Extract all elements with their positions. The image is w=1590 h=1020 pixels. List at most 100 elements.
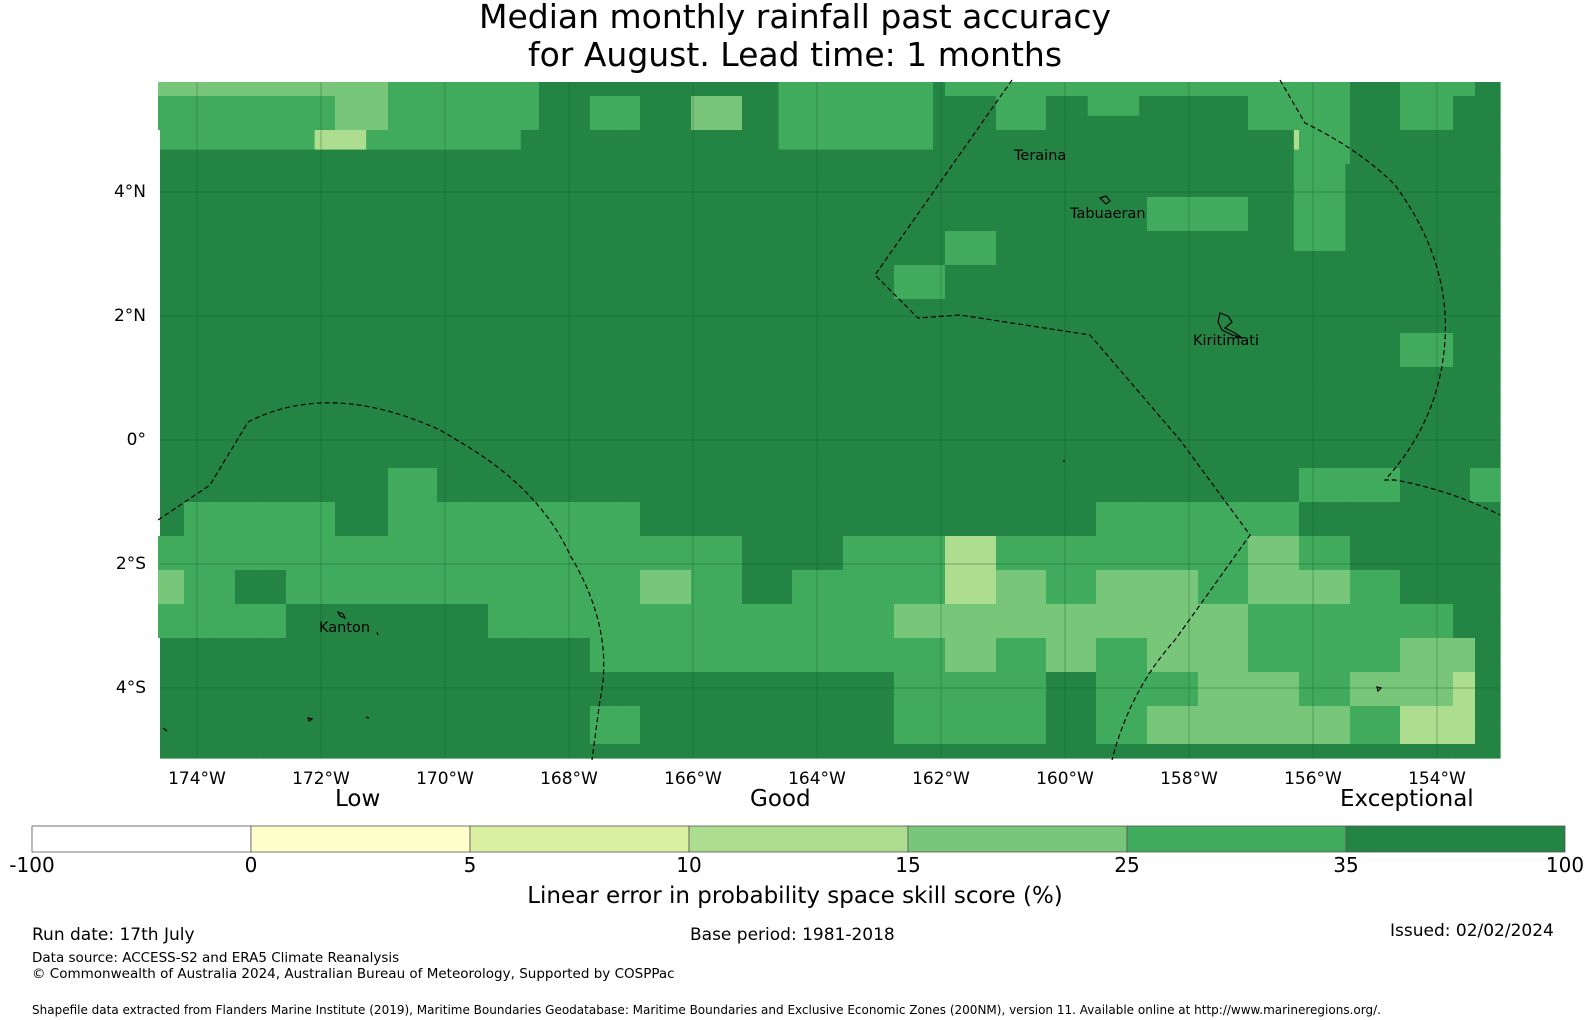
grid-cell	[1242, 284, 1295, 320]
grid-cell	[1400, 82, 1475, 96]
grid-cell	[1345, 183, 1398, 218]
grid-cell	[1248, 96, 1350, 130]
grid-cell	[726, 284, 780, 320]
grid-cell	[572, 251, 625, 286]
grid-cell	[1046, 638, 1096, 672]
grid-cell	[778, 420, 831, 455]
grid-cell	[894, 706, 1046, 744]
grid-cell	[726, 251, 780, 286]
grid-cell	[726, 149, 780, 184]
grid-cell	[1046, 604, 1147, 638]
grid-cell	[778, 217, 831, 252]
grid-cell	[263, 217, 316, 252]
grid-cell	[572, 149, 625, 184]
grid-cell	[675, 487, 728, 522]
grid-cell	[314, 251, 367, 286]
grid-cell	[830, 149, 883, 184]
colorbar-segments	[31, 825, 1566, 853]
grid-cell	[211, 251, 264, 286]
grid-cell	[1293, 352, 1346, 387]
grid-cell	[314, 284, 367, 320]
grid-cell	[366, 656, 419, 691]
grid-cell	[160, 386, 213, 421]
island-small-4	[162, 727, 168, 732]
grid-cell	[945, 82, 1046, 96]
grid-cell	[1345, 318, 1398, 353]
grid-cell	[675, 690, 728, 725]
skill-score-map: Teraina Tabuaeran Kiritimati Kanton	[157, 79, 1501, 760]
base-period: Base period: 1981-2018	[690, 925, 895, 945]
grid-cell	[623, 420, 676, 455]
grid-cell	[1087, 217, 1140, 252]
grid-cell	[726, 487, 780, 522]
legend-category-exceptional: Exceptional	[1340, 786, 1474, 812]
grid-cell	[572, 453, 625, 489]
grid-cell	[984, 318, 1037, 353]
colorbar-segment	[1126, 825, 1347, 853]
grid-cell	[1190, 251, 1243, 286]
grid-cell	[211, 724, 264, 759]
eez-boundaries	[157, 79, 1501, 760]
grid-cell	[1198, 672, 1299, 706]
grid-cell	[160, 690, 213, 725]
grid-cell	[1036, 183, 1089, 218]
grid-cell	[469, 420, 522, 455]
grid-cell	[933, 453, 986, 489]
lon-tick-170w: 170°W	[416, 769, 474, 789]
grid-cell	[830, 217, 883, 252]
grid-cell	[1242, 251, 1295, 286]
grid-cell	[778, 251, 831, 286]
grid-cell	[160, 656, 213, 691]
grid-cell	[933, 352, 986, 387]
colorbar-segment	[1345, 825, 1566, 853]
grid-cell	[211, 318, 264, 353]
grid-cell	[984, 284, 1037, 320]
grid-cell	[314, 656, 367, 691]
grid-cell	[792, 82, 894, 96]
island-small-6	[376, 631, 379, 636]
grid-cell	[1345, 217, 1398, 252]
grid-cell	[286, 570, 640, 604]
grid-cell	[1453, 672, 1475, 706]
lon-tick-172w: 172°W	[292, 769, 350, 789]
legend-tick-25: 25	[1114, 853, 1140, 877]
place-label-teraina: Teraina	[1013, 148, 1066, 164]
grid-cell	[469, 453, 522, 489]
grid-cell	[572, 352, 625, 387]
grid-cell	[1448, 521, 1501, 556]
grid-cell	[830, 352, 883, 387]
grid-cell	[726, 352, 780, 387]
grid-cell	[1293, 251, 1346, 286]
lon-tick-174w: 174°W	[168, 769, 226, 789]
grid-cell	[1190, 453, 1243, 489]
legend-tick-35: 35	[1333, 853, 1359, 877]
grid-cell	[1345, 149, 1398, 184]
grid-cell	[1139, 115, 1192, 151]
grid-cell	[520, 251, 573, 286]
grid-cell	[160, 318, 213, 353]
island-kanton-shape	[336, 610, 347, 620]
grid-cell	[1400, 706, 1475, 744]
grid-cell	[160, 724, 213, 759]
grid-cell	[211, 284, 264, 320]
colorbar-segment	[688, 825, 909, 853]
colorbar-segment	[31, 825, 252, 853]
grid-cell	[1345, 352, 1398, 387]
grid-cell	[1400, 638, 1475, 672]
grid-cell	[417, 690, 470, 725]
map-title-line2: for August. Lead time: 1 months	[527, 35, 1063, 74]
grid-cell	[211, 656, 264, 691]
lat-tick-4s: 4°S	[115, 678, 146, 698]
grid-cell	[996, 638, 1046, 672]
grid-cell	[1350, 570, 1400, 604]
grid-cell	[1293, 420, 1346, 455]
grid-cell	[1046, 82, 1350, 96]
grid-cell	[488, 604, 894, 638]
grid-cell	[1448, 318, 1501, 353]
grid-cell	[1396, 284, 1450, 320]
grid-cell	[469, 284, 522, 320]
grid-cell	[417, 724, 470, 759]
grid-cell	[830, 386, 883, 421]
grid-cell	[160, 453, 213, 489]
grid-cell	[211, 420, 264, 455]
